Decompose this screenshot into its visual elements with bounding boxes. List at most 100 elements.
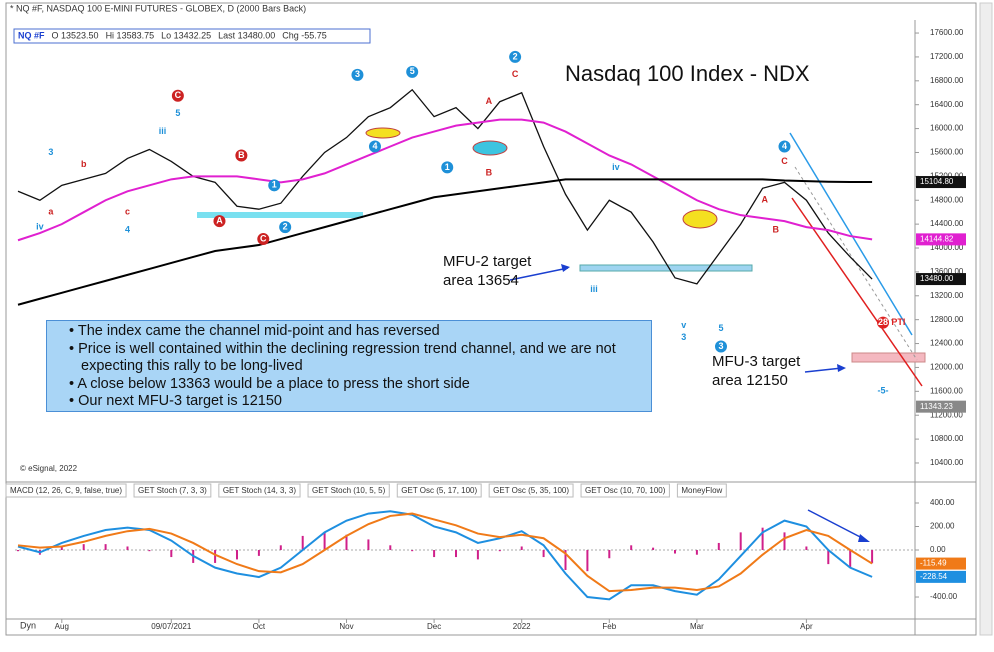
wave-label: iii	[590, 284, 598, 294]
wave-label: 2	[513, 51, 518, 61]
scrollbar[interactable]	[979, 2, 993, 636]
histogram-bar	[871, 550, 874, 564]
tab[interactable]: GET Stoch (14, 3, 3)	[223, 486, 297, 495]
wave-marker	[778, 140, 791, 153]
histogram-bar	[761, 527, 764, 551]
tab[interactable]: GET Stoch (7, 3, 3)	[138, 486, 207, 495]
wave-label: c	[125, 207, 130, 217]
moving-average	[17, 118, 873, 242]
histogram-bar	[148, 550, 151, 552]
tab-box	[133, 483, 212, 498]
quote-box	[13, 28, 371, 44]
wave-marker	[257, 233, 270, 246]
value-label-box	[916, 570, 966, 583]
histogram-bar	[257, 550, 260, 556]
wave-label: B	[486, 168, 493, 178]
y-tick-label: 17200.00	[930, 52, 964, 61]
y-tick-label: 14800.00	[930, 195, 964, 204]
y-tick-label: 12400.00	[930, 339, 964, 348]
y-tick-label: 15600.00	[930, 148, 964, 157]
y-tick-label: 15200.00	[930, 171, 964, 180]
price-label: 15104.80	[920, 177, 954, 186]
quote-field: Hi 13583.75	[106, 30, 155, 40]
price-label: 14144.82	[920, 234, 954, 243]
x-tick-label: Dec	[427, 622, 441, 631]
y-tick-label: 13200.00	[930, 291, 964, 300]
wave-label: iv	[36, 221, 44, 231]
tab[interactable]: MoneyFlow	[681, 486, 722, 495]
wave-label: 3	[718, 341, 723, 351]
tab[interactable]: MACD (12, 26, C, 9, false, true)	[10, 486, 122, 495]
wave-label: 4	[782, 141, 787, 151]
wave-label: 1	[272, 180, 277, 190]
wave-label: 5	[410, 66, 415, 76]
note-item: • Price is well contained within the dec…	[55, 341, 643, 376]
annotation: MFU-2 target	[443, 253, 532, 270]
wave-label: C	[781, 156, 788, 166]
price-label-box	[916, 273, 966, 286]
tab-box	[307, 483, 390, 498]
wave-label: A	[486, 96, 493, 106]
histogram-bar	[389, 545, 392, 551]
histogram-bar	[476, 550, 479, 560]
y-tick-label: 12000.00	[930, 363, 964, 372]
histogram-bar	[455, 550, 457, 558]
quote-field: Chg -55.75	[282, 30, 327, 40]
bullet: •	[69, 393, 79, 409]
y-tick-label: 0.00	[930, 545, 946, 554]
bullet: •	[69, 323, 78, 339]
histogram-bar	[827, 550, 830, 565]
wave-label: a	[48, 207, 54, 217]
note-item: • Our next MFU-3 target is 12150	[55, 393, 643, 411]
value-label-box	[916, 557, 966, 570]
tab[interactable]: GET Stoch (10, 5, 5)	[312, 486, 386, 495]
wave-marker	[268, 179, 281, 192]
wave-label: A	[762, 195, 769, 205]
price-label-box	[916, 176, 966, 189]
wave-label: 1	[445, 162, 450, 172]
wave-label: C	[260, 233, 267, 243]
histogram-bar	[542, 550, 545, 558]
arrow	[509, 267, 569, 281]
price-line	[17, 88, 873, 285]
histogram-bar	[17, 550, 19, 552]
y-tick-label: 10400.00	[930, 458, 964, 467]
dyn: Dyn	[20, 620, 36, 630]
wave-label: b	[81, 159, 87, 169]
y-tick-label: 12800.00	[930, 315, 964, 324]
note-box: • The index came the channel mid-point a…	[46, 320, 652, 412]
histogram-bar	[82, 544, 85, 551]
tab-box	[396, 483, 482, 498]
annotation: area 13654	[443, 272, 519, 289]
value-label: -228.54	[920, 572, 948, 581]
highlight	[365, 127, 401, 139]
wave-label: B	[772, 224, 779, 234]
macd-line	[17, 512, 873, 593]
quote-field: Last 13480.00	[218, 30, 275, 40]
wave-label: -5-	[878, 386, 889, 396]
wave-marker	[368, 140, 381, 153]
wave-marker	[171, 89, 184, 102]
tab[interactable]: GET Osc (10, 70, 100)	[585, 486, 666, 495]
histogram-bar	[805, 546, 808, 551]
wave-label: 2	[283, 221, 288, 231]
histogram-bar	[674, 550, 676, 554]
tab-box	[676, 483, 727, 498]
annotation: MFU-3 target	[712, 353, 801, 370]
price-label: 11343.23	[920, 402, 953, 411]
wave-label: 28	[878, 317, 888, 327]
histogram-bar	[630, 545, 633, 551]
tab[interactable]: GET Osc (5, 35, 100)	[493, 486, 569, 495]
note-text: Price is well contained within the decli…	[78, 340, 616, 375]
arrow-head	[837, 364, 846, 372]
wave-marker	[441, 161, 454, 174]
wave-label: 5	[175, 108, 180, 118]
y-tick-label: 13600.00	[930, 267, 964, 276]
tab[interactable]: GET Osc (5, 17, 100)	[401, 486, 477, 495]
histogram-bar	[652, 547, 655, 551]
histogram-bar	[739, 532, 742, 551]
wave-label: A	[216, 216, 223, 226]
histogram-bar	[717, 542, 720, 551]
